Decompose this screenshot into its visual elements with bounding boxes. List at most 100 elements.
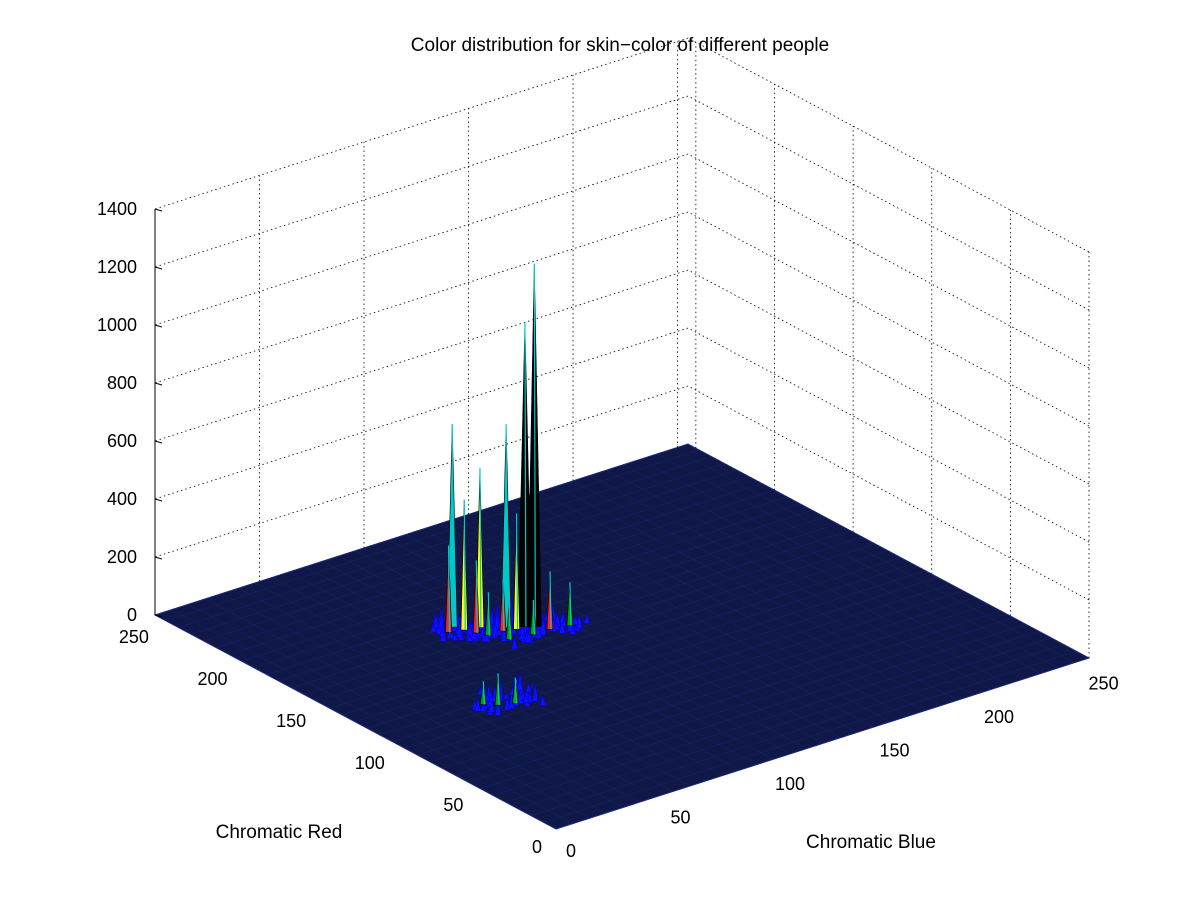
surface-spike-low (583, 613, 591, 624)
mesh-line (639, 459, 1042, 674)
surface-peak-edge (487, 592, 490, 636)
surface-spike-low (510, 624, 518, 635)
surface-spike-low (491, 621, 499, 638)
mesh-line (354, 550, 888, 722)
mesh-line (271, 577, 674, 792)
z-tick-label: 1200 (97, 257, 137, 277)
mesh-line (216, 476, 750, 648)
mesh-line (338, 555, 741, 771)
mesh-line (305, 566, 707, 781)
y-tick-label: 0 (532, 837, 542, 857)
surface-spike-low (523, 699, 531, 707)
surface-peak-edge (482, 681, 485, 705)
mesh-line (154, 614, 557, 830)
z-gridline (154, 95, 1090, 311)
mesh-line (191, 463, 725, 635)
mesh-line (372, 545, 774, 760)
surface-spike-low (525, 681, 533, 693)
z-gridline (154, 327, 1090, 543)
mesh-line (493, 624, 1027, 796)
surface-peak-edge (447, 545, 451, 633)
mesh-line (405, 534, 807, 749)
z-tick-label: 800 (107, 373, 137, 393)
surface-spike-low (539, 694, 547, 706)
x-tick-label: 200 (984, 707, 1014, 727)
y-tick-label: 200 (197, 669, 227, 689)
mesh-line (188, 604, 590, 819)
mesh-line (556, 486, 958, 701)
mesh-line (455, 604, 989, 776)
y-tick-label: 50 (443, 795, 463, 815)
surface-spike-low (572, 616, 579, 625)
surface-spike-low (470, 629, 478, 641)
surface-spike-low (511, 636, 518, 650)
surface-peak-edge (479, 468, 482, 628)
surface-peak-edge (475, 560, 478, 633)
z-gridline (154, 211, 1090, 427)
z-tick-label: 1400 (97, 199, 137, 219)
x-tick-label: 100 (775, 774, 805, 794)
z-tick (154, 614, 163, 618)
mesh-line (430, 590, 964, 763)
surface-peak-edge (569, 582, 572, 626)
z-gridline (154, 37, 1090, 253)
mesh-line (518, 637, 1052, 810)
surface-spike-low (560, 618, 568, 627)
mesh-line (279, 510, 813, 682)
mesh-line (489, 507, 891, 722)
surface-peak-edge (497, 673, 500, 706)
surface-spike-low (502, 692, 510, 700)
surface-spike-low (479, 703, 487, 712)
x-tick-label: 50 (671, 807, 691, 827)
y-tick-label: 150 (276, 711, 306, 731)
z-gridline (154, 153, 1090, 369)
mesh-line (404, 577, 939, 749)
surface-spike-low (516, 672, 524, 692)
mesh-line (255, 582, 657, 798)
surface-spike-low (576, 614, 583, 629)
surface-spike-low (466, 621, 474, 636)
surface-spike-low (522, 694, 530, 704)
z-tick (154, 324, 163, 328)
surface-peak-edge (532, 599, 535, 635)
mesh-line (291, 516, 825, 689)
mesh-line (555, 657, 1090, 830)
mesh-line (238, 587, 640, 803)
surface-spike-low (500, 627, 508, 640)
mesh-line (379, 563, 913, 736)
mesh-line (543, 651, 1077, 823)
x-tick-label: 250 (1089, 673, 1119, 693)
surface-spike-low (531, 682, 539, 702)
z-tick-label: 200 (107, 547, 137, 567)
surface-peak-edge (533, 263, 536, 627)
mesh-line (205, 598, 607, 814)
mesh-line (342, 543, 876, 716)
mesh-line (522, 496, 924, 712)
surface-peak-edge (549, 571, 552, 630)
mesh-line (442, 597, 976, 769)
z-tick (154, 440, 163, 444)
z-tick-label: 1000 (97, 315, 137, 335)
mesh-line (221, 593, 624, 808)
mesh-line (505, 630, 1039, 803)
surface-base (153, 443, 1091, 830)
mesh-line (623, 464, 1025, 680)
mesh-line (322, 561, 724, 776)
mesh-line (329, 536, 863, 709)
mesh-line (355, 550, 757, 765)
mesh-line (165, 449, 700, 622)
mesh-line (572, 480, 975, 696)
surface-spike-low (474, 698, 482, 712)
surface-spike-low (525, 630, 533, 644)
surface-peak-edge (524, 322, 527, 627)
z-tick-label: 0 (127, 605, 137, 625)
z-tick (154, 556, 163, 560)
z-tick (154, 498, 163, 502)
x-tick-label: 150 (880, 740, 910, 760)
z-tick (154, 266, 163, 270)
y-tick-label: 100 (355, 753, 385, 773)
surface-spike-low (517, 632, 525, 640)
z-tick-label: 600 (107, 431, 137, 451)
mesh-line (530, 644, 1064, 816)
